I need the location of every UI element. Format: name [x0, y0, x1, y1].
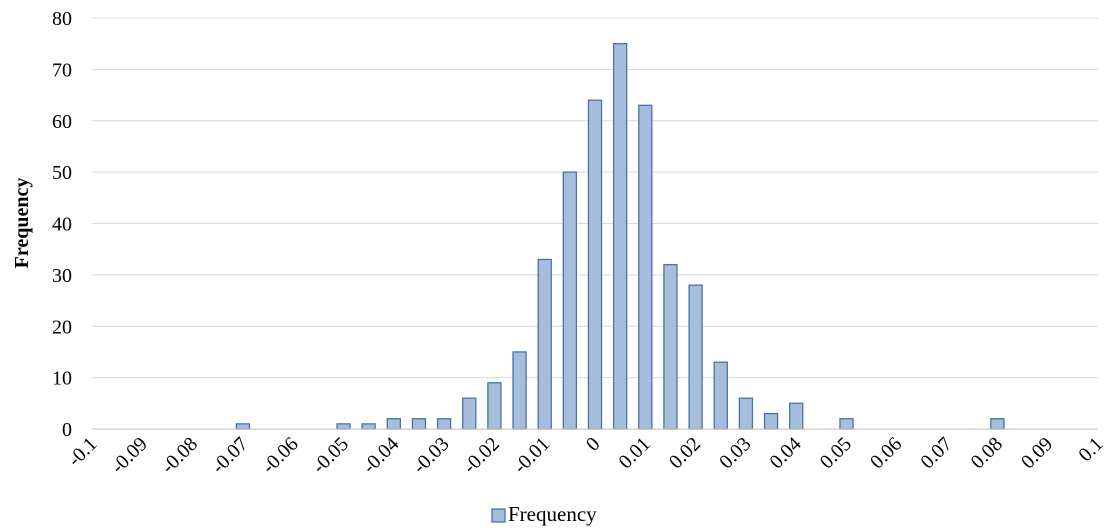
x-tick-label: -0.06: [258, 433, 303, 478]
histogram-bar: [487, 382, 502, 430]
x-tick-label: -0.09: [107, 433, 152, 478]
histogram-bar: [663, 263, 678, 430]
histogram-bar: [235, 423, 251, 430]
y-tick-label: 10: [52, 368, 72, 390]
y-tick-label: 0: [62, 419, 72, 441]
histogram-bar: [789, 402, 804, 430]
y-tick-label: 70: [52, 59, 72, 81]
histogram-bar: [512, 351, 527, 430]
legend-swatch: [491, 508, 506, 523]
y-tick-label: 60: [52, 111, 72, 133]
x-tick-label: 0.05: [816, 433, 856, 473]
histogram-bar: [361, 423, 376, 430]
histogram-bar: [638, 104, 653, 430]
x-tick-label: -0.08: [157, 433, 202, 478]
x-axis-ticks: -0.1 -0.09 -0.08 -0.07 -0.06 -0.05 -0.04 -0.03-…: [64, 433, 1108, 478]
y-axis-label: Frequency: [11, 178, 33, 269]
histogram-bar: [612, 43, 628, 430]
x-tick-label: 0.07: [916, 433, 956, 473]
legend: Frequency: [491, 502, 597, 526]
x-tick-label: 0: [582, 433, 605, 456]
histogram-bar: [738, 397, 754, 430]
x-tick-label: 0.04: [765, 433, 805, 473]
x-tick-label: 0.1: [1074, 433, 1107, 466]
histogram-bar: [990, 418, 1005, 430]
y-tick-label: 40: [52, 214, 72, 236]
histogram-bar: [336, 423, 351, 430]
histogram-bar: [562, 171, 578, 430]
y-tick-label: 80: [52, 8, 72, 30]
y-tick-label: 30: [52, 265, 72, 287]
y-tick-label: 50: [52, 162, 72, 184]
x-tick-label: 0.03: [715, 433, 755, 473]
histogram-bar: [688, 284, 703, 430]
legend-label: Frequency: [508, 502, 597, 526]
histogram-bar: [763, 412, 779, 430]
x-tick-label: 0.01: [615, 433, 655, 473]
histogram-bar: [411, 418, 427, 430]
histogram-bar: [839, 418, 854, 430]
histogram-bar: [713, 361, 728, 430]
x-tick-label: -0.02: [459, 433, 504, 478]
y-axis-ticks: 0 10 20 30 40 50 60 70 80: [52, 8, 72, 441]
histogram-bar: [587, 99, 603, 430]
x-tick-label: -0.04: [358, 433, 403, 478]
x-tick-label: 0.09: [1017, 433, 1057, 473]
x-tick-label: 0.02: [665, 433, 705, 473]
histogram-bar: [386, 418, 401, 430]
x-tick-label: 0.06: [866, 433, 906, 473]
x-tick-label: -0.05: [308, 433, 353, 478]
histogram-bar: [462, 397, 477, 430]
histogram-bar: [537, 258, 552, 430]
x-tick-label: 0.08: [967, 433, 1007, 473]
x-tick-label: -0.03: [409, 433, 454, 478]
histogram-bar: [436, 418, 452, 430]
x-tick-label: -0.01: [509, 433, 554, 478]
bars: [235, 43, 1005, 430]
y-tick-label: 20: [52, 316, 72, 338]
x-tick-label: -0.07: [207, 433, 252, 478]
